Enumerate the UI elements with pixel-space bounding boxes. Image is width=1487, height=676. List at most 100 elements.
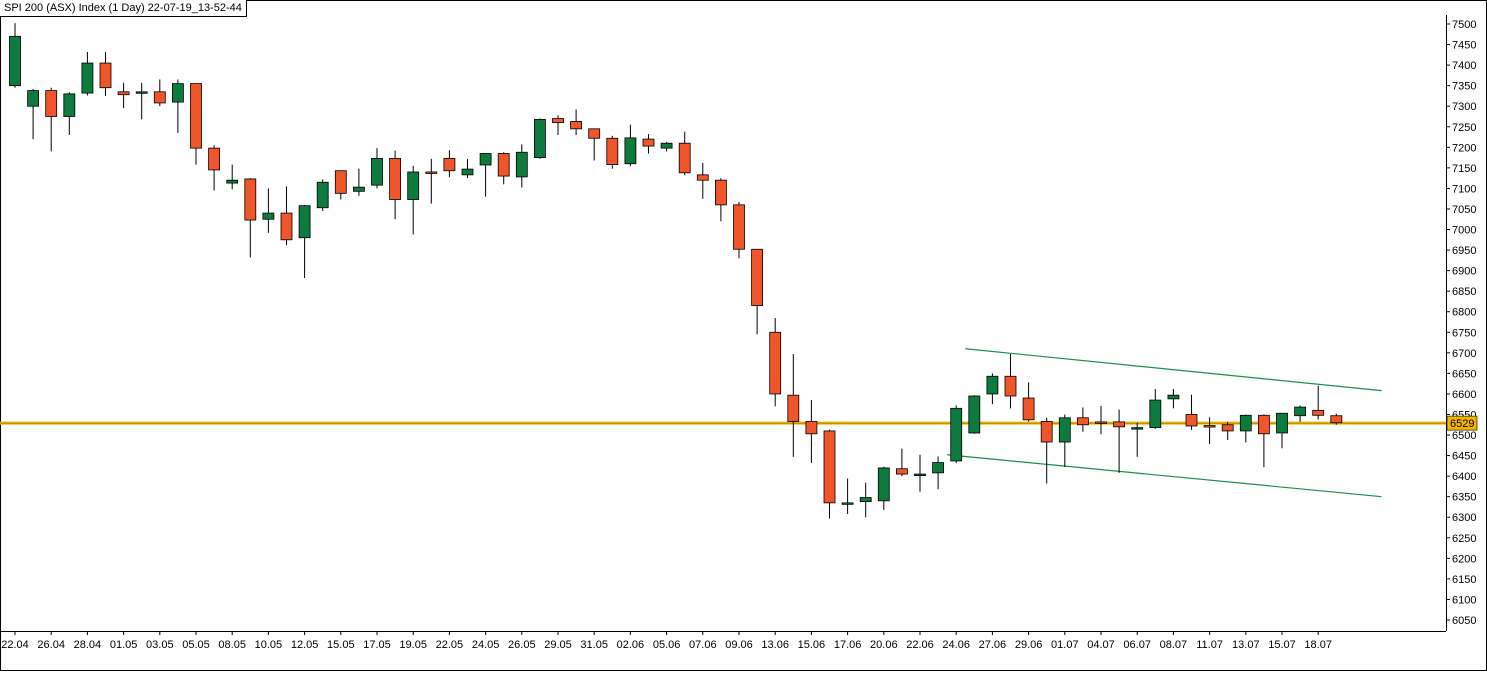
candle [1258,414,1270,468]
price-tick-label: 6200 [1452,553,1476,565]
candle-body-up [932,462,944,474]
candle [751,248,763,335]
candle-body-up [1058,417,1071,443]
candle [1221,421,1234,440]
trend-channel-group [947,348,1382,498]
time-tick-label: 18.07 [1304,639,1332,651]
time-tick-label: 24.06 [942,639,970,651]
candle-body-down [769,331,782,395]
price-tick-label: 6950 [1452,245,1476,257]
current-price-tag [1446,415,1478,431]
candle [63,92,76,135]
price-tick-label: 7400 [1452,60,1476,72]
candle [208,145,221,191]
candle-body-up [624,137,637,165]
candle [1239,414,1252,443]
candle-body-down [1095,421,1107,424]
candle [1312,385,1325,420]
candle-body-down [1040,421,1053,443]
candle-body-down [570,121,582,130]
candle [534,118,546,159]
time-tick-label: 28.04 [74,639,102,651]
time-axis: 22.04 26.04 28.04 01.05 03.05 05.05 08.05 10.05… [1,631,1332,651]
candle [859,482,872,518]
time-tick-label: 05.05 [182,639,210,651]
candles-group [9,23,1343,519]
time-tick-label: 24.05 [472,639,500,651]
candle-body-down [696,174,709,181]
candle [262,188,275,233]
time-tick-label: 17.05 [363,639,391,651]
price-tick-label: 7500 [1452,19,1476,31]
candle-body-down [117,91,130,96]
candle-body-down [678,142,691,174]
time-tick-label: 29.05 [544,639,572,651]
candle [45,87,58,152]
candle-body-up [1149,399,1162,429]
time-tick-label: 31.05 [580,639,608,651]
candle [425,158,438,204]
candle [9,23,21,88]
candle-body-down [1258,414,1270,435]
price-tick-label: 7150 [1452,163,1476,175]
candle-body-down [1022,397,1035,421]
candle-body-up [660,142,673,149]
candle [1294,405,1306,422]
candle [171,79,184,133]
candle-body-down [153,91,166,104]
time-tick-label: 15.06 [798,639,826,651]
candle [950,405,963,463]
candle-body-up [950,407,963,462]
candle-body-down [896,468,908,475]
candle-body-down [99,62,112,89]
candle [27,88,40,140]
candle-body-down [1330,415,1343,424]
candle-body-up [1294,406,1306,417]
candle-body-up [1239,414,1252,432]
candle [226,164,239,190]
candle-body-up [1276,412,1288,434]
candle-body-down [1221,424,1234,432]
candle-body-down [1113,421,1125,428]
price-tick-label: 6050 [1452,615,1476,627]
candle-body-down [208,147,221,171]
candle-body-up [534,118,546,158]
candle [841,478,854,514]
candle-body-down [787,394,800,422]
candle-body-down [45,90,58,117]
candle-body-up [371,158,383,186]
price-tick-label: 6750 [1452,327,1476,339]
time-tick-label: 03.05 [146,639,174,651]
time-tick-label: 26.05 [508,639,536,651]
candle [769,317,782,407]
candle [461,158,474,179]
time-tick-label: 11.07 [1196,639,1223,651]
candle [1149,388,1162,429]
candle-body-up [81,62,94,94]
candle [371,148,383,189]
price-tick-label: 7000 [1452,225,1476,237]
price-tick-label: 7100 [1452,183,1476,195]
time-tick-label: 01.07 [1051,639,1079,651]
candle-body-down [823,430,836,504]
price-axis: 7500 7450 7400 7350 7300 7250 7200 7150 7100 7050… [1446,19,1476,627]
candle [1022,382,1035,422]
price-tick-label: 6650 [1452,368,1476,380]
price-tick-label: 6100 [1452,594,1476,606]
candle-body-down [1185,414,1198,427]
candle-body-down [244,178,257,221]
price-tick-label: 6300 [1452,512,1476,524]
candle [298,204,311,279]
candle-body-up [135,91,148,94]
price-tick-label: 6850 [1452,286,1476,298]
candle-body-up [1167,394,1180,400]
time-tick-label: 22.06 [906,639,934,651]
candle [1330,413,1343,425]
price-tick-label: 6350 [1452,492,1476,504]
candle-body-down [805,421,818,435]
candle [117,82,130,109]
candle [606,135,619,169]
time-tick-label: 07.06 [689,639,717,651]
